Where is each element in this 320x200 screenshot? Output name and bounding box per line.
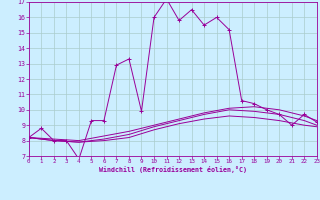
X-axis label: Windchill (Refroidissement éolien,°C): Windchill (Refroidissement éolien,°C)	[99, 166, 247, 173]
